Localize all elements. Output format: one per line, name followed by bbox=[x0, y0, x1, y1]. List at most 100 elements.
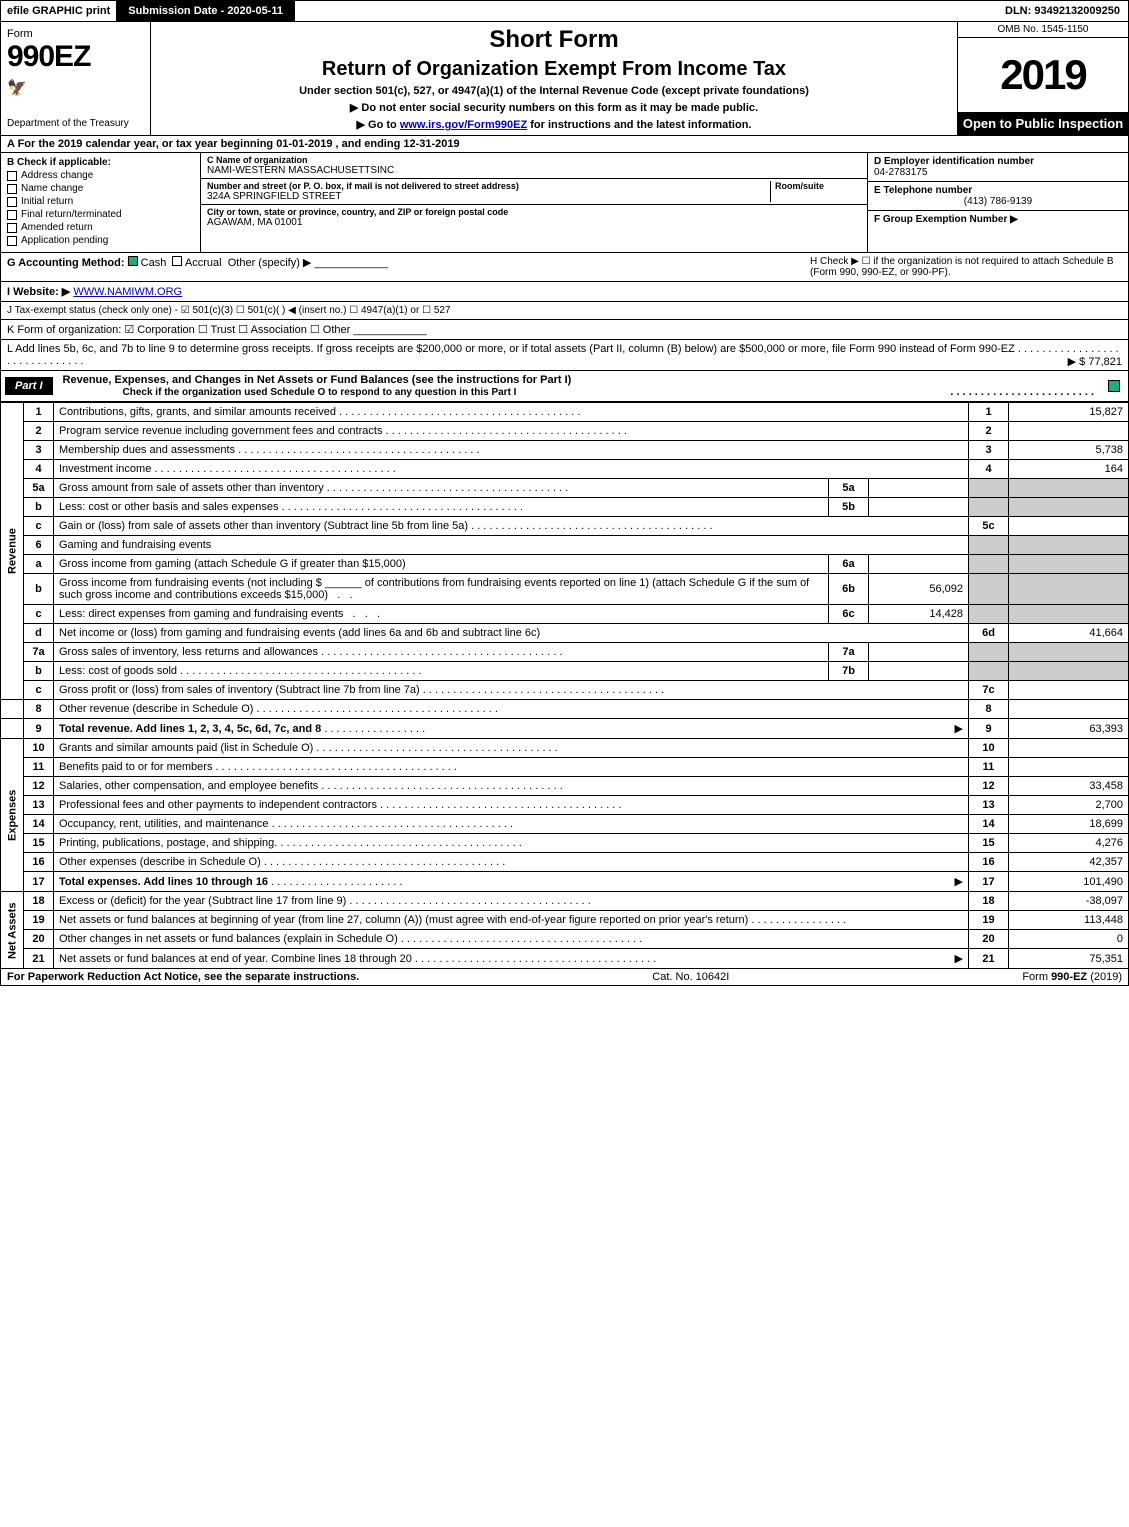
line-5c-amount bbox=[1009, 517, 1129, 536]
side-label-expenses: Expenses bbox=[1, 739, 24, 892]
line-5a: 5a Gross amount from sale of assets othe… bbox=[1, 479, 1129, 498]
org-name-value: NAMI-WESTERN MASSACHUSETTSINC bbox=[207, 165, 861, 176]
eagle-icon: 🦅 bbox=[7, 78, 144, 98]
part1-subtitle: Check if the organization used Schedule … bbox=[63, 387, 517, 398]
line-18-amount: -38,097 bbox=[1009, 892, 1129, 911]
section-k: K Form of organization: ☑ Corporation ☐ … bbox=[0, 320, 1129, 340]
part1-title: Revenue, Expenses, and Changes in Net As… bbox=[63, 374, 572, 386]
line-20-amount: 0 bbox=[1009, 930, 1129, 949]
form-header: Form 990EZ 🦅 Department of the Treasury … bbox=[0, 22, 1129, 136]
line-15: 15 Printing, publications, postage, and … bbox=[1, 834, 1129, 853]
line-2-amount bbox=[1009, 422, 1129, 441]
line-2: 2 Program service revenue including gove… bbox=[1, 422, 1129, 441]
chk-accrual[interactable] bbox=[172, 256, 182, 266]
header-center: Short Form Return of Organization Exempt… bbox=[151, 22, 958, 135]
line-1-amount: 15,827 bbox=[1009, 403, 1129, 422]
line-7c: c Gross profit or (loss) from sales of i… bbox=[1, 681, 1129, 700]
line-5c: c Gain or (loss) from sale of assets oth… bbox=[1, 517, 1129, 536]
subtitle: Under section 501(c), 527, or 4947(a)(1)… bbox=[159, 85, 949, 97]
topbar-spacer bbox=[295, 1, 997, 21]
footer-left: For Paperwork Reduction Act Notice, see … bbox=[7, 971, 359, 983]
line-18: Net Assets 18 Excess or (deficit) for th… bbox=[1, 892, 1129, 911]
line-10-amount bbox=[1009, 739, 1129, 758]
lines-table: Revenue 1 Contributions, gifts, grants, … bbox=[0, 402, 1129, 969]
line-6c-amount: 14,428 bbox=[869, 605, 969, 624]
section-gh: G Accounting Method: Cash Accrual Other … bbox=[0, 253, 1129, 282]
section-i: I Website: ▶ WWW.NAMIWM.ORG bbox=[0, 282, 1129, 302]
line-3-amount: 5,738 bbox=[1009, 441, 1129, 460]
line-8-amount bbox=[1009, 700, 1129, 719]
chk-name-change[interactable]: Name change bbox=[7, 183, 194, 194]
section-def: D Employer identification number 04-2783… bbox=[868, 153, 1128, 252]
part1-badge: Part I bbox=[5, 377, 53, 395]
tax-year: 2019 bbox=[958, 38, 1128, 112]
section-l: L Add lines 5b, 6c, and 7b to line 9 to … bbox=[0, 340, 1129, 371]
website-label: I Website: ▶ bbox=[7, 286, 70, 298]
line-11-amount bbox=[1009, 758, 1129, 777]
chk-address-change[interactable]: Address change bbox=[7, 170, 194, 181]
header-left: Form 990EZ 🦅 Department of the Treasury bbox=[1, 22, 151, 135]
info-grid: B Check if applicable: Address change Na… bbox=[0, 153, 1129, 253]
line-13: 13 Professional fees and other payments … bbox=[1, 796, 1129, 815]
line-6b: b Gross income from fundraising events (… bbox=[1, 574, 1129, 605]
street-label: Number and street (or P. O. box, if mail… bbox=[207, 181, 766, 191]
line-6c: c Less: direct expenses from gaming and … bbox=[1, 605, 1129, 624]
section-c: C Name of organization NAMI-WESTERN MASS… bbox=[201, 153, 868, 252]
chk-application-pending[interactable]: Application pending bbox=[7, 235, 194, 246]
accounting-method-label: G Accounting Method: bbox=[7, 257, 125, 269]
efile-print-label: efile GRAPHIC print bbox=[1, 1, 118, 21]
phone-value: (413) 786-9139 bbox=[874, 196, 1122, 207]
org-name-label: C Name of organization bbox=[207, 155, 861, 165]
phone-label: E Telephone number bbox=[874, 185, 1122, 196]
line-7a: 7a Gross sales of inventory, less return… bbox=[1, 643, 1129, 662]
line-4-amount: 164 bbox=[1009, 460, 1129, 479]
period-row: A For the 2019 calendar year, or tax yea… bbox=[0, 136, 1129, 153]
line-9-amount: 63,393 bbox=[1009, 719, 1129, 739]
city-value: AGAWAM, MA 01001 bbox=[207, 217, 861, 228]
line-20: 20 Other changes in net assets or fund b… bbox=[1, 930, 1129, 949]
part1-header: Part I Revenue, Expenses, and Changes in… bbox=[0, 371, 1129, 402]
chk-initial-return[interactable]: Initial return bbox=[7, 196, 194, 207]
chk-final-return[interactable]: Final return/terminated bbox=[7, 209, 194, 220]
chk-amended-return[interactable]: Amended return bbox=[7, 222, 194, 233]
line-7c-amount bbox=[1009, 681, 1129, 700]
line-6b-amount: 56,092 bbox=[869, 574, 969, 605]
no-ssn-warning: ▶ Do not enter social security numbers o… bbox=[159, 101, 949, 114]
line-21-amount: 75,351 bbox=[1009, 949, 1129, 969]
room-label: Room/suite bbox=[775, 181, 861, 191]
section-j: J Tax-exempt status (check only one) - ☑… bbox=[0, 302, 1129, 320]
footer-right: Form 990-EZ (2019) bbox=[1022, 971, 1122, 983]
line-14: 14 Occupancy, rent, utilities, and maint… bbox=[1, 815, 1129, 834]
department-label: Department of the Treasury bbox=[7, 118, 144, 129]
street-value: 324A SPRINGFIELD STREET bbox=[207, 191, 766, 202]
line-5b: b Less: cost or other basis and sales ex… bbox=[1, 498, 1129, 517]
form-label: Form bbox=[7, 28, 144, 40]
line-16: 16 Other expenses (describe in Schedule … bbox=[1, 853, 1129, 872]
section-b-title: B Check if applicable: bbox=[7, 157, 194, 168]
ein-value: 04-2783175 bbox=[874, 167, 1122, 178]
line-1: Revenue 1 Contributions, gifts, grants, … bbox=[1, 403, 1129, 422]
line-15-amount: 4,276 bbox=[1009, 834, 1129, 853]
line-17-amount: 101,490 bbox=[1009, 872, 1129, 892]
line-12: 12 Salaries, other compensation, and emp… bbox=[1, 777, 1129, 796]
form-number: 990EZ bbox=[7, 40, 144, 74]
website-link[interactable]: WWW.NAMIWM.ORG bbox=[73, 286, 182, 298]
part1-schedule-o-checkbox[interactable] bbox=[1108, 380, 1120, 392]
open-to-public-label: Open to Public Inspection bbox=[958, 112, 1128, 135]
return-title: Return of Organization Exempt From Incom… bbox=[159, 58, 949, 81]
line-19-amount: 113,448 bbox=[1009, 911, 1129, 930]
irs-link[interactable]: www.irs.gov/Form990EZ bbox=[400, 119, 527, 131]
line-10: Expenses 10 Grants and similar amounts p… bbox=[1, 739, 1129, 758]
submission-date-label: Submission Date - 2020-05-11 bbox=[118, 1, 295, 21]
gross-receipts-value: ▶ $ 77,821 bbox=[1068, 355, 1122, 368]
section-b: B Check if applicable: Address change Na… bbox=[1, 153, 201, 252]
line-6d-amount: 41,664 bbox=[1009, 624, 1129, 643]
chk-cash[interactable] bbox=[128, 256, 138, 266]
omb-number: OMB No. 1545-1150 bbox=[958, 22, 1128, 38]
group-exemption-label: F Group Exemption Number ▶ bbox=[874, 214, 1122, 225]
line-3: 3 Membership dues and assessments 3 5,73… bbox=[1, 441, 1129, 460]
line-6: 6 Gaming and fundraising events bbox=[1, 536, 1129, 555]
line-19: 19 Net assets or fund balances at beginn… bbox=[1, 911, 1129, 930]
side-label-netassets: Net Assets bbox=[1, 892, 24, 969]
line-16-amount: 42,357 bbox=[1009, 853, 1129, 872]
